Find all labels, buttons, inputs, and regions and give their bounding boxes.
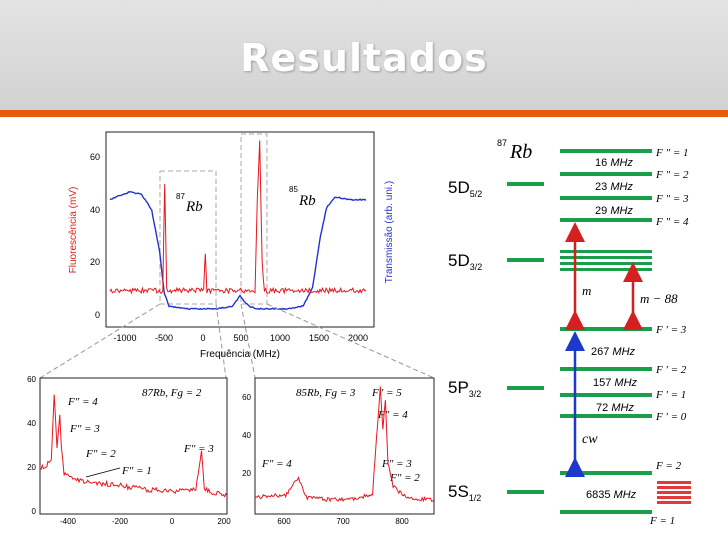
series-line-fluorescencia (110, 141, 366, 294)
main-y-ticks: 60 40 20 0 (90, 152, 100, 320)
connector-line (267, 304, 434, 378)
main-chart: 60 40 20 0 -1000 -500 0 500 1000 1500 20… (68, 132, 395, 360)
state-label: 5D3/2 (448, 251, 482, 272)
y-tick: 60 (27, 375, 36, 384)
arrow-label-m88: m − 88 (640, 291, 678, 306)
y-tick: 20 (90, 257, 100, 267)
connector-line (40, 304, 160, 378)
isotope-name: Rb (509, 141, 532, 163)
x-tick: 800 (395, 517, 409, 526)
x-tick: 700 (336, 517, 350, 526)
inset-85rb-title: 85Rb, Fg = 3 (296, 387, 356, 399)
state-label: 5S1/2 (448, 482, 481, 503)
x-tick: 200 (217, 517, 231, 526)
spacing-label: 267 MHz (591, 346, 636, 358)
f-label: F " = 3 (655, 193, 689, 205)
ground-sublevels (657, 496, 691, 499)
y-tick: 60 (90, 152, 100, 162)
f-label: F = 1 (649, 515, 675, 527)
annotation-87-sup: 87 (176, 192, 185, 201)
peak-label: F" = 4 (261, 458, 292, 470)
annotation-85-sup: 85 (289, 185, 298, 194)
state-label: 5D5/2 (448, 178, 482, 199)
spacing-label: 16 MHz (595, 157, 633, 169)
level-bar (507, 386, 544, 390)
level-bar (560, 172, 652, 176)
peak-label: F" = 2 (389, 472, 420, 484)
x-tick: 1500 (309, 333, 329, 343)
inset-87rb-title: 87Rb, Fg = 2 (142, 387, 202, 399)
x-tick: 500 (233, 333, 248, 343)
main-y2-label: Transmissão (arb. uni.) (384, 181, 395, 283)
series-line-85rb (255, 386, 434, 501)
f-label: F = 2 (655, 460, 682, 472)
y-tick: 40 (242, 431, 251, 440)
peak-label: F" = 1 (121, 465, 152, 477)
peak-label: F" = 5 (371, 387, 402, 399)
state-label: 5P3/2 (448, 378, 481, 399)
x-tick: 0 (200, 333, 205, 343)
level-bar (507, 182, 544, 186)
arrow-label-m: m (582, 283, 591, 298)
ground-sublevels (657, 481, 691, 484)
level-bar (560, 196, 652, 200)
x-tick: -1000 (113, 333, 136, 343)
isotope-sup: 87 (497, 138, 507, 148)
main-chart-frame (106, 132, 374, 327)
spacing-label: 29 MHz (595, 205, 633, 217)
annotation-85-rb: Rb (298, 193, 316, 209)
y-tick: 20 (27, 463, 36, 472)
peak-label: F" = 3 (381, 458, 412, 470)
peak-label: F" = 3 (69, 423, 100, 435)
spacing-label: 157 MHz (593, 377, 638, 389)
y-tick: 60 (242, 393, 251, 402)
peak-label: F" = 4 (67, 396, 98, 408)
peak-label: F" = 2 (85, 448, 116, 460)
f-label: F ' = 2 (655, 364, 687, 376)
x-tick: -200 (112, 517, 129, 526)
arrow-label-cw: cw (582, 432, 598, 447)
level-bar (560, 510, 652, 514)
f-label: F " = 4 (655, 216, 689, 228)
spacing-label: 6835 MHz (586, 489, 637, 501)
y-tick: 40 (27, 419, 36, 428)
inset-85rb-chart: 60 40 20 600 700 800 85Rb, Fg = 3 F" = 5… (242, 378, 434, 526)
y-tick: 0 (32, 507, 37, 516)
level-bar (507, 258, 544, 262)
level-bar (560, 149, 652, 153)
f-label: F " = 1 (655, 147, 689, 159)
level-bar (560, 471, 652, 475)
x-tick: 600 (277, 517, 291, 526)
peak-label: F" = 3 (183, 443, 214, 455)
x-tick: -500 (155, 333, 173, 343)
ground-sublevels (657, 501, 691, 504)
spacing-label: 72 MHz (596, 402, 634, 414)
x-tick: -400 (60, 517, 77, 526)
main-x-ticks: -1000 -500 0 500 1000 1500 2000 (113, 333, 368, 343)
inset-87rb-chart: 60 40 20 0 -400 -200 0 200 87Rb, Fg = 2 … (27, 375, 231, 526)
level-bar (560, 218, 652, 222)
ground-sublevels (657, 491, 691, 494)
f-label: F ' = 0 (655, 411, 687, 423)
main-y-label: Fluorescência (mV) (68, 187, 79, 274)
y-tick: 20 (242, 469, 251, 478)
energy-level-diagram: 87 Rb 5D5/2 5D3/2 5P3/2 5S1/2 (448, 138, 691, 527)
f-label: F ' = 1 (655, 389, 686, 401)
y-tick: 0 (95, 310, 100, 320)
connector-line (216, 304, 226, 378)
y-tick: 40 (90, 205, 100, 215)
annotation-87-rb: Rb (185, 199, 203, 215)
ground-sublevels (657, 486, 691, 489)
level-bar (507, 490, 544, 494)
f-label: F " = 2 (655, 169, 689, 181)
level-bar (560, 327, 652, 331)
x-tick: 0 (170, 517, 175, 526)
spacing-label: 23 MHz (595, 181, 633, 193)
peak-pointer (86, 468, 120, 477)
f-label: F ' = 3 (655, 324, 687, 336)
figure-canvas: 60 40 20 0 -1000 -500 0 500 1000 1500 20… (0, 0, 728, 546)
main-x-label: Frequência (MHz) (200, 349, 280, 360)
x-tick: 1000 (270, 333, 290, 343)
zoom-box-87rb (160, 171, 216, 304)
